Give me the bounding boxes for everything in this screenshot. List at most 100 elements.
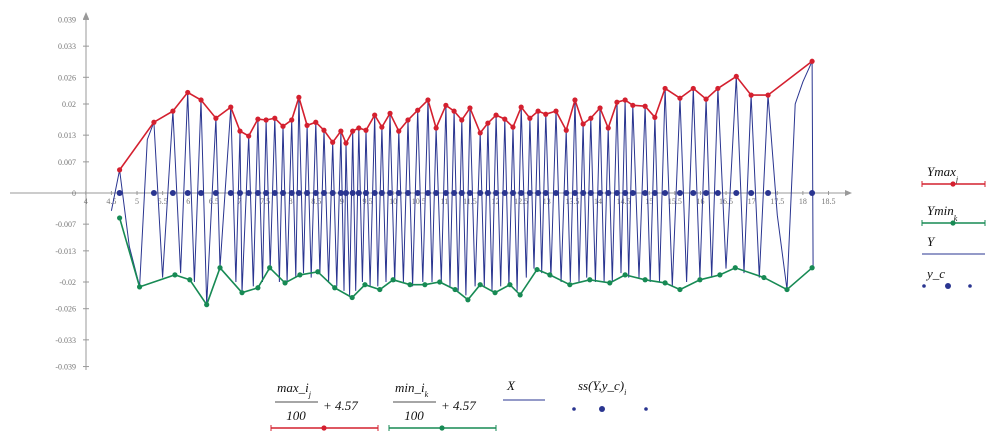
data-point (733, 190, 740, 196)
data-point (337, 190, 344, 196)
legend-marker (644, 407, 648, 411)
y-tick-label: -0.026 (55, 305, 76, 314)
data-point (467, 105, 473, 111)
data-point (246, 133, 252, 139)
data-point (733, 73, 739, 80)
data-point (295, 190, 302, 196)
data-point (355, 190, 362, 196)
expression-text: ss(Y,y_c) (578, 378, 624, 393)
x-expression: X (506, 378, 516, 393)
x-tick-label: 13 (543, 197, 551, 206)
data-point (442, 190, 449, 196)
data-point (272, 115, 278, 121)
data-point (228, 104, 234, 110)
data-point (765, 92, 771, 98)
data-point (526, 190, 533, 196)
data-point (622, 190, 629, 196)
data-point (765, 190, 772, 196)
x-expression: max_ij (277, 380, 312, 399)
data-point (452, 286, 458, 293)
data-point (571, 190, 578, 196)
x-tick-label: 8 (289, 197, 293, 206)
data-point (662, 280, 668, 286)
data-point (509, 190, 516, 196)
data-point (587, 190, 594, 196)
numerator: min_i (395, 380, 425, 395)
data-point (714, 190, 721, 196)
data-point (443, 102, 449, 108)
data-point (407, 282, 413, 288)
data-point (313, 119, 319, 125)
data-point (169, 190, 176, 196)
data-point (703, 96, 709, 102)
data-point (677, 286, 683, 293)
data-point (304, 122, 310, 128)
data-point (172, 272, 178, 278)
data-point (362, 282, 368, 288)
x-tick-label: 11.5 (463, 197, 477, 206)
data-point (613, 190, 620, 196)
data-point (502, 116, 508, 122)
data-point (362, 190, 369, 196)
data-point (588, 115, 594, 121)
x-tick-label: 6 (186, 197, 190, 206)
data-point (117, 215, 123, 221)
legend-label: Y (927, 234, 936, 249)
legend-name: Ymin (927, 203, 954, 218)
data-point (567, 282, 573, 288)
data-point (605, 190, 612, 196)
legend-marker (439, 425, 445, 431)
data-point (605, 125, 611, 131)
subscript: j (308, 390, 312, 399)
y-tick-label: -0.013 (55, 247, 76, 256)
data-point (761, 274, 767, 281)
data-point (809, 265, 815, 271)
expression-text: X (506, 378, 516, 393)
data-point (321, 127, 327, 133)
data-point (485, 120, 491, 126)
y-tick-label: 0.026 (58, 73, 76, 82)
data-point (212, 190, 219, 196)
y-tick-label: 0.02 (62, 100, 76, 109)
denominator: 100 (286, 408, 306, 423)
y-tick-label: -0.033 (55, 336, 76, 345)
x-tick-label: 12.5 (514, 197, 528, 206)
legend-marker (572, 407, 576, 411)
data-point (492, 290, 498, 296)
data-point (280, 123, 286, 129)
data-point (715, 85, 721, 92)
data-point (320, 190, 327, 196)
data-point (350, 128, 356, 134)
data-point (433, 125, 439, 131)
data-point (459, 117, 465, 123)
data-point (213, 115, 219, 121)
data-point (697, 277, 703, 283)
legend-marker (321, 425, 327, 431)
data-point (363, 127, 369, 133)
data-point (405, 117, 411, 123)
data-point (255, 285, 261, 291)
data-point (422, 282, 428, 288)
y-tick-label: 0.033 (58, 42, 76, 51)
data-point (304, 190, 311, 196)
x-tick-label: 7 (237, 197, 241, 206)
x-expression: min_ik (395, 380, 429, 399)
data-point (563, 127, 569, 133)
data-point (642, 103, 648, 109)
data-point (315, 269, 321, 275)
data-point (254, 190, 261, 196)
data-point (390, 277, 396, 283)
data-point (288, 190, 295, 196)
data-point (433, 190, 440, 196)
subscript: i (624, 388, 626, 397)
data-point (349, 190, 356, 196)
data-point (424, 190, 431, 196)
data-point (477, 130, 483, 136)
denominator: 100 (404, 408, 424, 423)
data-point (198, 97, 204, 103)
data-point (662, 85, 668, 92)
tail: + 4.57 (441, 398, 476, 413)
data-point (245, 190, 252, 196)
data-point (237, 128, 243, 134)
data-point (676, 190, 683, 196)
